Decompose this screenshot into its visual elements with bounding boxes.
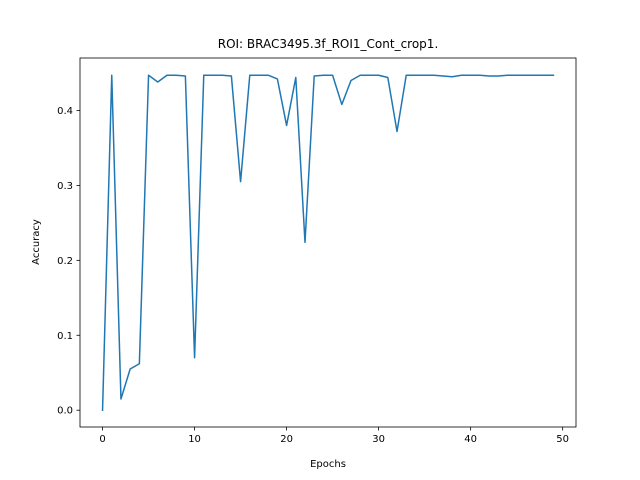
- y-tick-label: 0.4: [57, 106, 73, 117]
- x-tick-label: 40: [464, 434, 477, 445]
- x-tick-label: 30: [372, 434, 385, 445]
- y-tick-label: 0.1: [57, 331, 73, 342]
- x-tick-label: 10: [188, 434, 201, 445]
- x-tick-label: 0: [99, 434, 105, 445]
- x-axis-label: Epochs: [310, 459, 346, 470]
- y-tick-label: 0.0: [57, 406, 73, 417]
- chart-title: ROI: BRAC3495.3f_ROI1_Cont_crop1.: [218, 37, 439, 51]
- x-tick-label: 20: [280, 434, 293, 445]
- y-tick-label: 0.3: [57, 181, 73, 192]
- axes: 0 10 20 30 40 50 0.0 0.1 0.2 0.3 0.4: [57, 57, 577, 445]
- y-tick-label: 0.2: [57, 256, 73, 267]
- x-tick-label: 50: [556, 434, 569, 445]
- plot-area: [101, 74, 555, 411]
- series-line-0: [101, 74, 555, 411]
- y-axis-label: Accuracy: [31, 219, 42, 265]
- axes-frame: [79, 57, 577, 428]
